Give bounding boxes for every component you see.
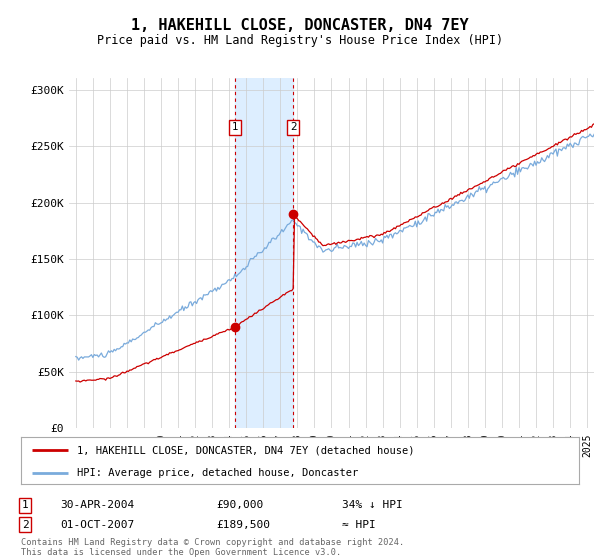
Text: 2: 2 — [290, 123, 296, 132]
Text: £189,500: £189,500 — [216, 520, 270, 530]
Text: 1, HAKEHILL CLOSE, DONCASTER, DN4 7EY: 1, HAKEHILL CLOSE, DONCASTER, DN4 7EY — [131, 18, 469, 32]
Text: 34% ↓ HPI: 34% ↓ HPI — [342, 500, 403, 510]
Text: ≈ HPI: ≈ HPI — [342, 520, 376, 530]
Text: 01-OCT-2007: 01-OCT-2007 — [60, 520, 134, 530]
Text: HPI: Average price, detached house, Doncaster: HPI: Average price, detached house, Donc… — [77, 468, 358, 478]
Text: Contains HM Land Registry data © Crown copyright and database right 2024.
This d: Contains HM Land Registry data © Crown c… — [21, 538, 404, 557]
Text: £90,000: £90,000 — [216, 500, 263, 510]
Text: 1: 1 — [22, 500, 29, 510]
Text: 1: 1 — [232, 123, 238, 132]
Text: 30-APR-2004: 30-APR-2004 — [60, 500, 134, 510]
Bar — [235, 78, 293, 428]
Text: Price paid vs. HM Land Registry's House Price Index (HPI): Price paid vs. HM Land Registry's House … — [97, 34, 503, 47]
Text: 1, HAKEHILL CLOSE, DONCASTER, DN4 7EY (detached house): 1, HAKEHILL CLOSE, DONCASTER, DN4 7EY (d… — [77, 445, 415, 455]
Text: 2: 2 — [22, 520, 29, 530]
